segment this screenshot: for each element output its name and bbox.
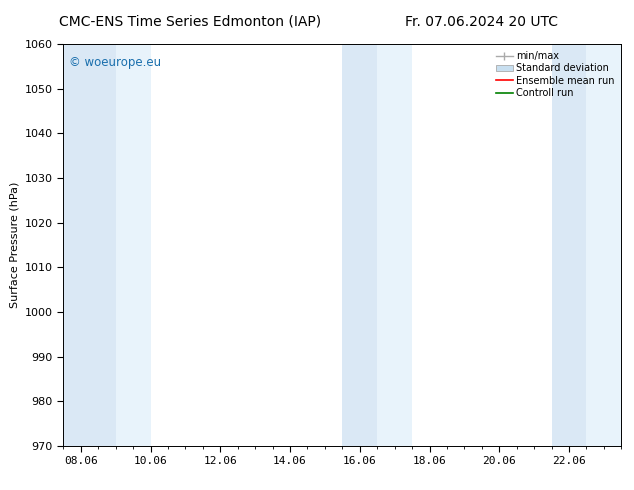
Bar [586,44,621,446]
Bar [63,44,115,446]
Legend: min/max, Standard deviation, Ensemble mean run, Controll run: min/max, Standard deviation, Ensemble me… [494,49,616,100]
Text: © woeurope.eu: © woeurope.eu [69,56,161,69]
Text: CMC-ENS Time Series Edmonton (IAP): CMC-ENS Time Series Edmonton (IAP) [59,15,321,29]
Bar [342,44,377,446]
Bar [116,44,151,446]
Text: Fr. 07.06.2024 20 UTC: Fr. 07.06.2024 20 UTC [405,15,559,29]
Y-axis label: Surface Pressure (hPa): Surface Pressure (hPa) [10,182,19,308]
Bar [552,44,586,446]
Bar [377,44,412,446]
